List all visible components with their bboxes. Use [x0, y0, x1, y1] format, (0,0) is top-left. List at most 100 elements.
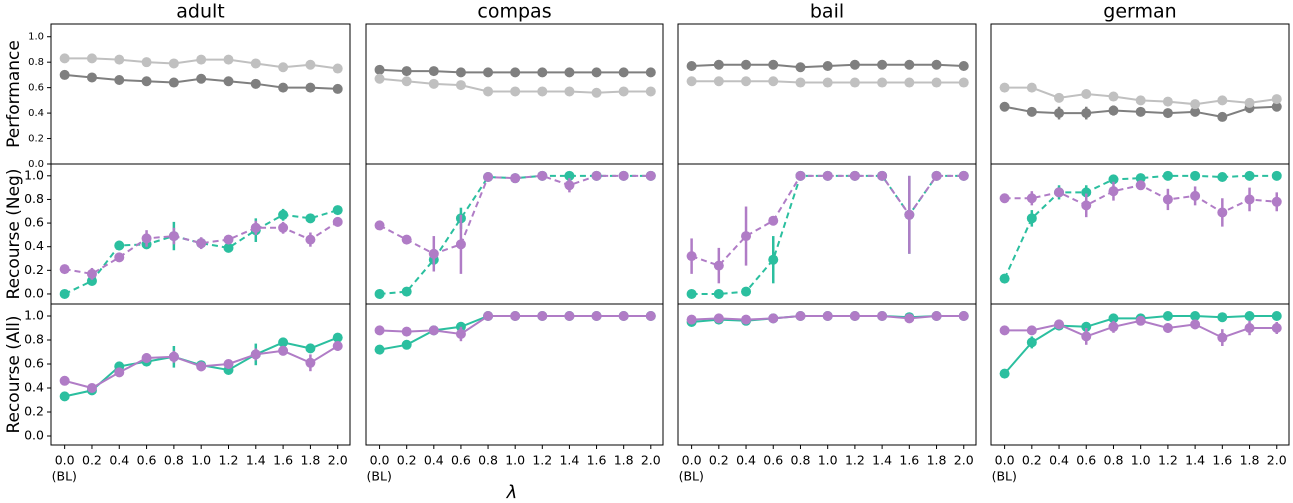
data-point — [114, 54, 125, 65]
data-point — [86, 383, 97, 393]
y-axis-label: Recourse (Neg) — [4, 169, 24, 300]
data-point — [822, 77, 833, 88]
data-point — [1081, 200, 1092, 211]
data-point — [564, 86, 575, 97]
x-tick-label: 0.6 — [1076, 453, 1096, 468]
y-tick-label: 1.0 — [28, 32, 44, 43]
data-point — [877, 311, 888, 321]
plot-area — [686, 170, 969, 299]
data-point — [374, 288, 385, 299]
data-point — [1217, 207, 1228, 218]
plot-area — [59, 53, 343, 94]
data-point — [1190, 106, 1201, 117]
data-point — [713, 288, 724, 299]
baseline-note: (BL) — [52, 469, 77, 484]
x-tick-label: 1.6 — [1212, 453, 1232, 468]
data-point — [849, 59, 860, 70]
data-point — [401, 66, 412, 77]
data-point — [114, 252, 125, 263]
data-point — [332, 205, 343, 216]
data-point — [401, 286, 412, 297]
data-point — [168, 58, 179, 69]
x-tick-label: 0.4 — [424, 453, 444, 468]
data-point — [305, 213, 316, 224]
x-tick-label: 1.4 — [246, 453, 266, 468]
data-point — [141, 353, 152, 363]
x-tick-label: 0.8 — [478, 453, 498, 468]
data-point — [1054, 108, 1065, 119]
data-point — [1217, 111, 1228, 122]
data-point — [904, 209, 915, 220]
data-point — [645, 170, 656, 181]
data-point — [999, 325, 1010, 336]
data-point — [305, 234, 316, 245]
data-point — [374, 220, 385, 231]
data-point — [483, 86, 494, 97]
data-point — [958, 61, 969, 71]
data-point — [904, 313, 915, 324]
data-point — [686, 76, 697, 87]
data-point — [250, 349, 261, 360]
x-tick-label: 0.6 — [763, 453, 783, 468]
data-point — [958, 77, 969, 88]
data-point — [1162, 96, 1173, 107]
x-tick-label: 1.2 — [219, 453, 239, 468]
data-point — [1108, 174, 1119, 185]
y-tick-label: 0.0 — [24, 285, 44, 300]
series-line — [1003, 174, 1277, 280]
plot-area — [374, 64, 656, 98]
data-point — [1135, 180, 1146, 191]
plot-area — [59, 205, 343, 299]
data-point — [374, 325, 385, 336]
data-point — [904, 59, 915, 70]
data-point — [564, 170, 575, 181]
data-point — [1135, 95, 1146, 106]
data-point — [686, 251, 697, 262]
x-tick-label: 1.8 — [300, 453, 320, 468]
data-point — [591, 311, 602, 321]
data-point — [1162, 170, 1173, 181]
x-tick-label: 0.0 — [682, 453, 702, 468]
x-tick-label: 2.0 — [954, 453, 974, 468]
data-point — [196, 238, 207, 249]
data-point — [713, 59, 724, 70]
data-point — [223, 76, 234, 87]
data-point — [1026, 325, 1037, 336]
data-point — [374, 73, 385, 84]
y-tick-label: 0.6 — [28, 83, 44, 94]
panel-frame — [365, 163, 664, 305]
data-point — [768, 76, 779, 87]
data-point — [401, 339, 412, 350]
data-point — [1190, 99, 1201, 110]
x-tick-label: 1.8 — [614, 453, 634, 468]
data-point — [1054, 319, 1065, 330]
plot-area — [686, 311, 969, 327]
data-point — [741, 59, 752, 70]
data-point — [1135, 173, 1146, 184]
x-tick-label: 1.6 — [587, 453, 607, 468]
data-point — [428, 248, 439, 259]
data-point — [1244, 170, 1255, 181]
data-point — [455, 329, 466, 339]
x-tick-label: 1.0 — [191, 453, 211, 468]
data-point — [250, 222, 261, 233]
y-tick-label: 1.0 — [24, 308, 44, 323]
data-point — [822, 61, 833, 71]
x-tick-label: 1.6 — [273, 453, 293, 468]
data-point — [1081, 89, 1092, 99]
x-tick-label: 1.8 — [927, 453, 947, 468]
data-point — [168, 231, 179, 242]
data-point — [931, 311, 942, 321]
x-tick-label: 0.0 — [55, 453, 75, 468]
data-point — [1108, 105, 1119, 116]
data-point — [713, 76, 724, 87]
data-point — [1026, 106, 1037, 117]
x-tick-label: 1.2 — [1158, 453, 1178, 468]
x-tick-label: 0.0 — [370, 453, 390, 468]
data-point — [931, 170, 942, 181]
data-point — [332, 216, 343, 227]
data-point — [1190, 311, 1201, 321]
data-point — [278, 209, 289, 220]
data-point — [822, 170, 833, 181]
data-point — [999, 101, 1010, 112]
